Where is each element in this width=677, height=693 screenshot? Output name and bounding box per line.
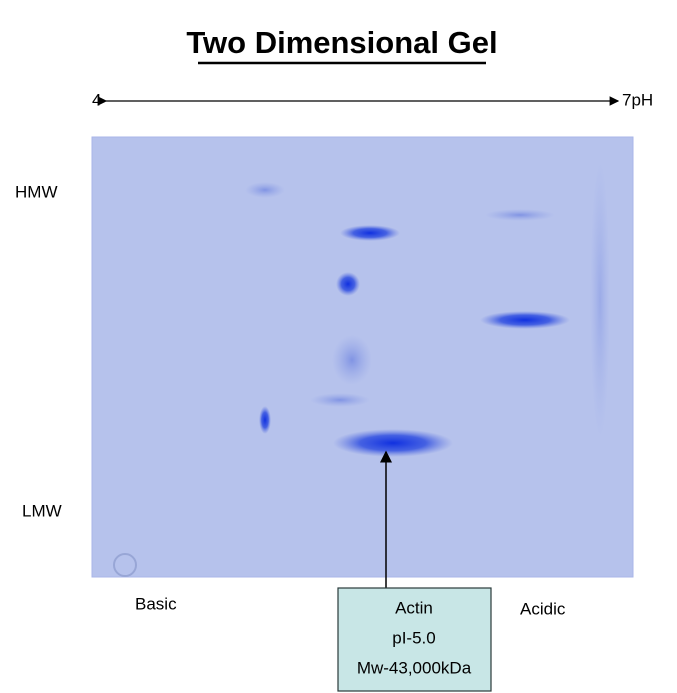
ph-end: 7pH: [622, 90, 653, 109]
hmw-label: HMW: [15, 182, 57, 201]
callout-line: Actin: [395, 598, 433, 617]
basic-label: Basic: [135, 594, 177, 613]
callout-line: pI-5.0: [392, 628, 435, 647]
callout-line: Mw-43,000kDa: [357, 658, 472, 677]
title: Two Dimensional Gel: [186, 25, 497, 60]
gel: [91, 136, 634, 578]
lmw-label: LMW: [22, 501, 62, 520]
callout-box: [337, 587, 492, 692]
ph-start: 4: [92, 90, 101, 109]
acidic-label: Acidic: [520, 599, 566, 618]
